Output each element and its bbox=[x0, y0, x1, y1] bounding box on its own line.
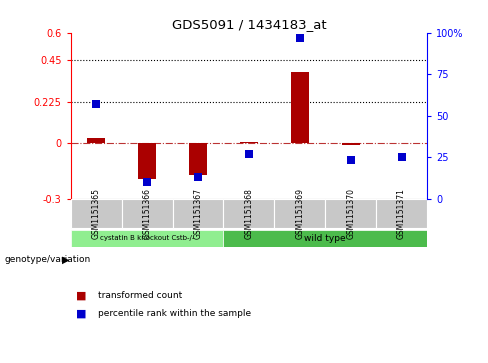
Point bbox=[92, 101, 100, 107]
Bar bbox=[342, 143, 360, 146]
Point bbox=[398, 154, 406, 160]
Text: cystatin B knockout Cstb-/-: cystatin B knockout Cstb-/- bbox=[100, 235, 194, 241]
Bar bbox=[189, 143, 207, 175]
Bar bbox=[325, 199, 376, 228]
Bar bbox=[71, 199, 122, 228]
Text: GSM1151365: GSM1151365 bbox=[92, 188, 101, 239]
Text: GSM1151366: GSM1151366 bbox=[142, 188, 152, 239]
Point bbox=[245, 151, 253, 157]
Bar bbox=[240, 142, 258, 143]
Text: ■: ■ bbox=[76, 291, 86, 301]
Bar bbox=[224, 199, 274, 228]
Text: GSM1151367: GSM1151367 bbox=[193, 188, 203, 239]
Point bbox=[194, 174, 202, 180]
Point bbox=[347, 158, 355, 163]
Point bbox=[143, 179, 151, 185]
Bar bbox=[291, 72, 309, 143]
Text: percentile rank within the sample: percentile rank within the sample bbox=[98, 310, 251, 318]
Text: GSM1151370: GSM1151370 bbox=[346, 188, 355, 239]
Text: transformed count: transformed count bbox=[98, 291, 182, 300]
Bar bbox=[71, 230, 224, 247]
Title: GDS5091 / 1434183_at: GDS5091 / 1434183_at bbox=[172, 19, 326, 32]
Text: ▶: ▶ bbox=[62, 254, 70, 265]
Text: wild type: wild type bbox=[305, 234, 346, 243]
Bar bbox=[122, 199, 173, 228]
Bar bbox=[274, 199, 325, 228]
Text: GSM1151368: GSM1151368 bbox=[244, 188, 253, 239]
Text: GSM1151371: GSM1151371 bbox=[397, 188, 406, 239]
Bar bbox=[87, 138, 105, 143]
Bar bbox=[224, 230, 427, 247]
Text: GSM1151369: GSM1151369 bbox=[295, 188, 305, 239]
Point bbox=[296, 35, 304, 41]
Bar bbox=[376, 199, 427, 228]
Text: ■: ■ bbox=[76, 309, 86, 319]
Text: genotype/variation: genotype/variation bbox=[5, 255, 91, 264]
Bar bbox=[173, 199, 224, 228]
Bar bbox=[138, 143, 156, 179]
